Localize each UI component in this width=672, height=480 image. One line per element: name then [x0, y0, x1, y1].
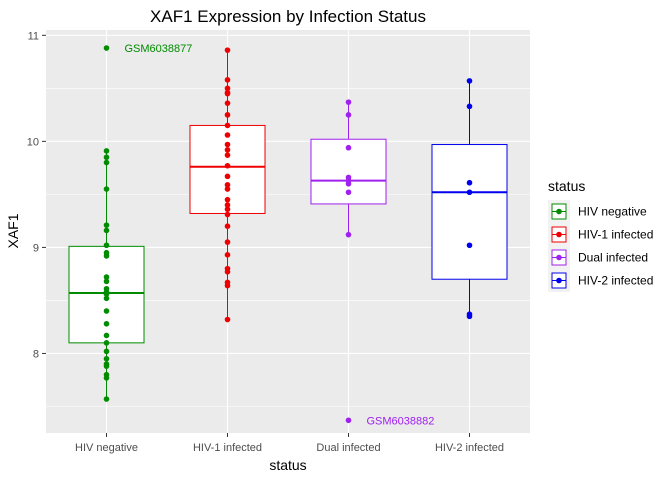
data-point — [103, 396, 110, 402]
y-axis-title: XAF1 — [5, 213, 21, 248]
data-point — [466, 103, 473, 110]
legend-label: HIV-1 infected — [578, 228, 653, 242]
data-point — [103, 148, 110, 154]
axes: 8 9 10 11 HIV negative HIV-1 infected Dual inf… — [27, 30, 504, 454]
data-point — [224, 202, 231, 208]
data-point — [103, 222, 110, 228]
data-point — [103, 154, 110, 161]
data-point — [224, 269, 231, 275]
data-point — [224, 147, 231, 153]
y-tick-label: 10 — [27, 136, 39, 148]
data-point — [103, 308, 110, 314]
data-point — [224, 282, 231, 289]
legend-key-point — [556, 231, 562, 238]
data-point — [103, 186, 110, 192]
data-point — [103, 295, 110, 302]
data-point — [224, 186, 231, 192]
legend-label: Dual infected — [578, 251, 648, 265]
sample-annotation: GSM6038882 — [367, 415, 435, 427]
data-point — [345, 417, 352, 424]
legend: status HIV negative HIV-1 infected Dual in… — [548, 178, 653, 292]
data-point — [103, 363, 110, 369]
data-point — [224, 85, 231, 92]
data-point — [103, 274, 110, 280]
legend-title: status — [548, 178, 585, 194]
data-point — [103, 291, 110, 297]
data-point — [103, 242, 110, 249]
data-point — [224, 90, 231, 97]
data-point — [103, 278, 110, 285]
data-point — [224, 77, 231, 83]
data-point — [103, 227, 110, 234]
sample-annotation: GSM6038877 — [125, 43, 193, 55]
data-point — [224, 206, 231, 213]
data-point — [224, 223, 231, 229]
data-point — [224, 100, 231, 106]
data-point — [345, 112, 352, 118]
data-point — [224, 239, 231, 245]
data-point — [103, 348, 110, 355]
annotations: GSM6038877 GSM6038882 — [125, 43, 435, 427]
data-point — [345, 189, 352, 196]
data-point — [103, 332, 110, 339]
data-point — [224, 196, 231, 203]
data-point — [345, 231, 352, 238]
y-tick-label: 8 — [33, 348, 39, 360]
data-point — [466, 78, 473, 84]
y-tick-label: 9 — [33, 242, 39, 254]
y-tick-label: 11 — [28, 30, 39, 42]
data-point — [103, 320, 110, 327]
box-4 — [431, 144, 508, 280]
data-point — [103, 375, 110, 381]
data-point — [224, 252, 231, 258]
legend-key-point — [556, 254, 562, 261]
data-point — [466, 242, 473, 249]
data-point — [103, 253, 110, 259]
data-point — [103, 159, 110, 166]
data-point — [103, 355, 110, 362]
data-point — [345, 144, 352, 151]
data-point — [345, 180, 352, 187]
data-point — [345, 99, 352, 105]
data-point — [224, 211, 231, 218]
x-tick-label: HIV-2 infected — [435, 442, 504, 454]
data-point — [466, 189, 473, 196]
data-point — [466, 179, 473, 186]
data-point — [224, 112, 231, 118]
data-points — [103, 45, 473, 424]
legend-key-point — [556, 277, 562, 284]
data-point — [224, 152, 231, 158]
data-point — [103, 45, 110, 51]
x-axis-title: status — [269, 457, 306, 473]
data-point — [224, 162, 231, 169]
x-tick-label: HIV negative — [75, 442, 138, 454]
data-point — [224, 122, 231, 129]
legend-label: HIV-2 infected — [578, 274, 653, 288]
data-point — [224, 316, 231, 323]
data-point — [224, 173, 231, 180]
legend-key-point — [556, 208, 562, 215]
x-tick-label: HIV-1 infected — [193, 442, 262, 454]
data-point — [224, 182, 231, 188]
data-point — [224, 141, 231, 148]
x-tick-label: Dual infected — [316, 442, 380, 454]
data-point — [224, 47, 231, 53]
data-point — [224, 132, 231, 138]
data-point — [466, 313, 473, 320]
data-point — [103, 340, 110, 346]
legend-items: HIV negative HIV-1 infected Dual infected H… — [548, 200, 653, 292]
chart-title: XAF1 Expression by Infection Status — [150, 7, 426, 26]
legend-label: HIV negative — [578, 205, 647, 219]
